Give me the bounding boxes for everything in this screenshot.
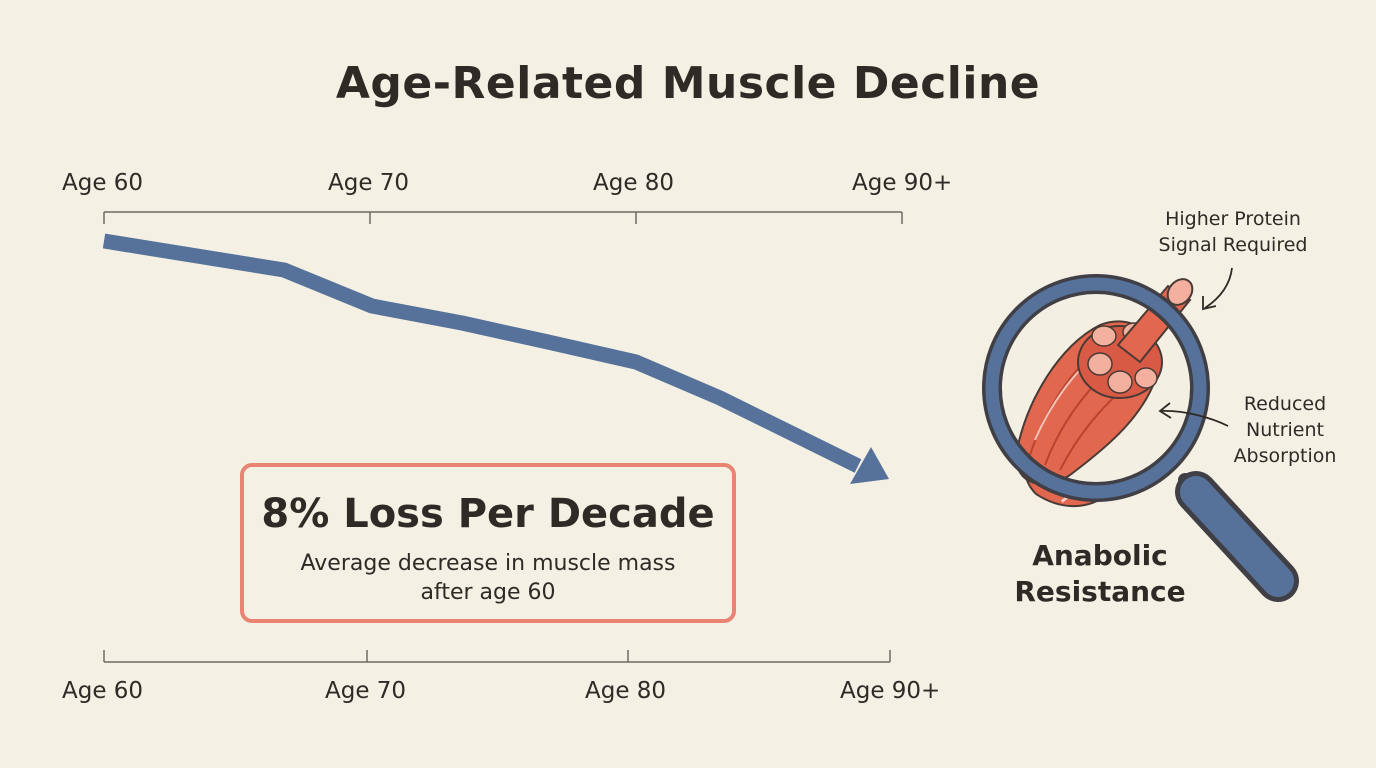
top-axis [103,211,903,224]
muscle-magnifier-illustration [982,267,1299,602]
callout-headline: 8% Loss Per Decade [261,491,715,537]
page-title: Age-Related Muscle Decline [335,58,1041,109]
annotation-nutrient-absorption: Reduced Nutrient Absorption [1233,393,1337,467]
decline-arrowhead [850,447,889,484]
top-axis-label-70: Age 70 [328,170,410,196]
anabolic-resistance-label: Anabolic Resistance [1014,539,1186,608]
top-axis-label-90: Age 90+ [852,170,953,196]
bottom-axis-label-60: Age 60 [62,678,144,704]
top-axis-label-80: Age 80 [593,170,675,196]
decline-rate-callout: 8% Loss Per Decade Average decrease in m… [240,463,736,623]
bottom-axis-label-90: Age 90+ [840,678,941,704]
bottom-axis [103,650,891,663]
top-axis-label-60: Age 60 [62,170,144,196]
callout-body: Average decrease in muscle mass after ag… [300,551,676,605]
decline-trend-line [102,233,862,473]
bottom-axis-label-80: Age 80 [585,678,667,704]
annotation-protein-signal: Higher Protein Signal Required [1158,208,1308,256]
bottom-axis-label-70: Age 70 [325,678,407,704]
